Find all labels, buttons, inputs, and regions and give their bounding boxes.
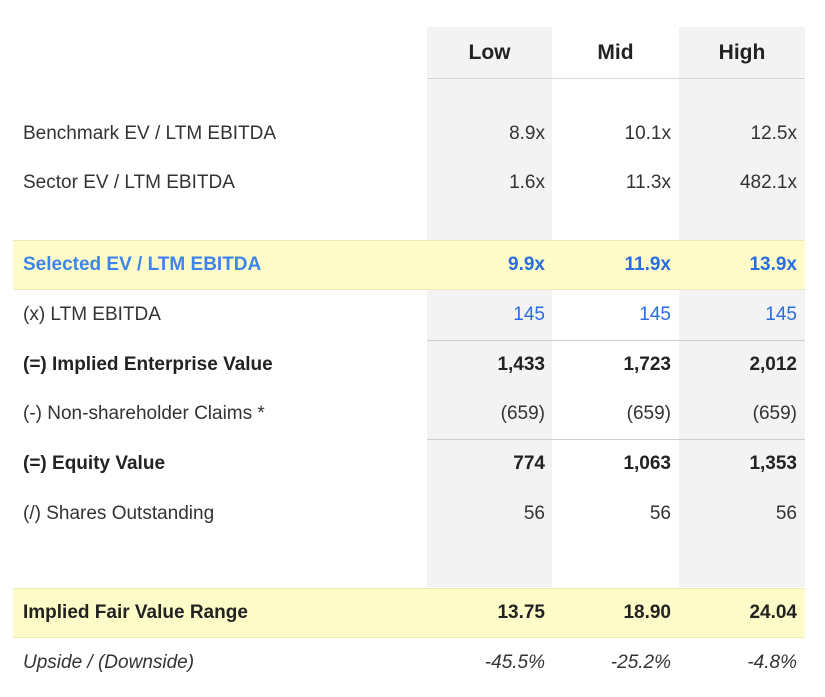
row-label: Benchmark EV / LTM EBITDA [23,123,277,144]
row-label: Upside / (Downside) [23,652,195,673]
value-mid: 1,063 [623,453,671,474]
value-high: 1,353 [749,453,797,474]
row-label: (-) Non-shareholder Claims * [23,403,265,424]
table-row-upside: Upside / (Downside) -45.5% -25.2% -4.8% [13,638,805,688]
value-high: 24.04 [749,602,797,623]
value-low: 145 [513,304,545,325]
row-label: Selected EV / LTM EBITDA [23,254,262,275]
value-high: -4.8% [747,652,797,673]
value-mid: (659) [626,403,671,424]
row-divider [427,439,805,440]
column-header-mid: Mid [597,41,634,64]
value-mid: 1,723 [623,354,671,375]
row-label: (/) Shares Outstanding [23,503,215,524]
table-row-fair-value: Implied Fair Value Range 13.75 18.90 24.… [13,588,805,638]
value-mid: 11.9x [624,254,672,275]
value-high: 12.5x [750,123,797,144]
table-row-equity-value: (=) Equity Value 774 1,063 1,353 [13,439,805,489]
value-low: 1,433 [497,354,545,375]
row-label: Sector EV / LTM EBITDA [23,172,235,193]
table-row-sector: Sector EV / LTM EBITDA 1.6x 11.3x 482.1x [13,158,805,208]
table-row-implied-ev: (=) Implied Enterprise Value 1,433 1,723… [13,340,805,390]
table-row-shares: (/) Shares Outstanding 56 56 56 [13,489,805,539]
value-high: (659) [752,403,797,424]
table-row-ltm-ebitda: (x) LTM EBITDA 145 145 145 [13,290,805,340]
value-low: 8.9x [509,123,545,144]
value-low: -45.5% [484,652,545,673]
row-label: Implied Fair Value Range [23,602,248,623]
table-row-claims: (-) Non-shareholder Claims * (659) (659)… [13,389,805,439]
value-low: 56 [523,503,545,524]
value-low: 9.9x [508,254,545,275]
row-divider [427,340,805,341]
value-low: 13.75 [497,602,545,623]
selected-multiple-highlight [13,240,805,290]
row-label: (x) LTM EBITDA [23,304,161,325]
column-header-high: High [718,41,766,64]
value-low: 1.6x [509,172,545,193]
value-high: 2,012 [749,354,797,375]
fair-value-highlight [13,588,805,638]
low-column-shade [427,27,552,587]
value-mid: 18.90 [623,602,671,623]
table-row-selected-multiple: Selected EV / LTM EBITDA 9.9x 11.9x 13.9… [13,240,805,290]
value-high: 13.9x [749,254,797,275]
value-mid: 145 [639,304,671,325]
column-header-low: Low [468,41,511,64]
value-low: 774 [513,453,545,474]
table-row-benchmark: Benchmark EV / LTM EBITDA 8.9x 10.1x 12.… [13,109,805,159]
header-divider [427,78,805,79]
value-low: (659) [500,403,545,424]
value-mid: -25.2% [610,652,671,673]
row-label: (=) Equity Value [23,453,166,474]
value-mid: 11.3x [625,172,671,193]
value-mid: 10.1x [624,123,671,144]
row-label: (=) Implied Enterprise Value [23,354,273,375]
value-high: 482.1x [739,172,797,193]
value-mid: 56 [649,503,671,524]
high-column-shade [679,27,805,587]
value-high: 145 [765,304,797,325]
value-high: 56 [775,503,797,524]
